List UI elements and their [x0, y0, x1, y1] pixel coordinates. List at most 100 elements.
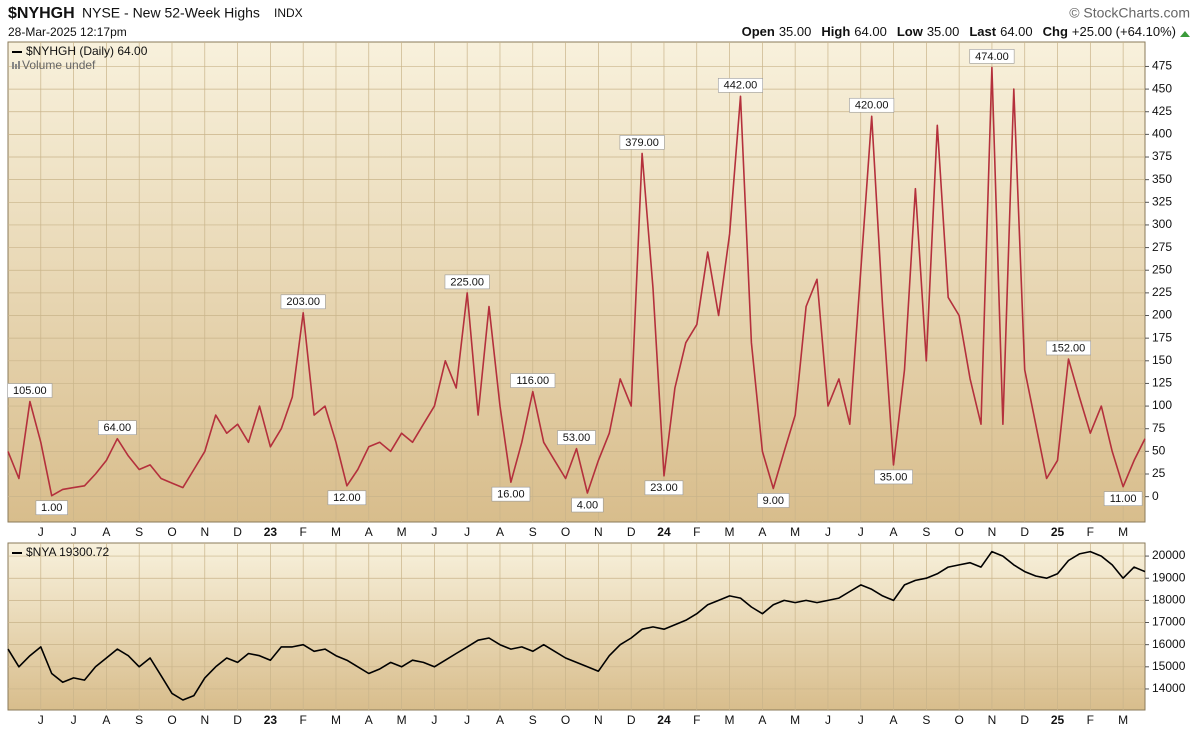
up-arrow: [1180, 31, 1190, 37]
y-tick-label: 14000: [1152, 681, 1186, 695]
value-label: 23.00: [650, 482, 678, 494]
x-tick-label: N: [200, 525, 209, 539]
y-tick-label: 100: [1152, 398, 1172, 412]
x-tick-label: M: [397, 713, 407, 727]
x-tick-label: N: [200, 713, 209, 727]
value-label: 379.00: [625, 137, 659, 149]
value-label-box: [7, 383, 53, 398]
x-tick-label: O: [167, 525, 176, 539]
plot-background: [7, 542, 1146, 711]
x-tick-label: S: [922, 525, 930, 539]
x-tick-label: J: [38, 713, 44, 727]
x-tick-label: 24: [657, 713, 671, 727]
y-tick-label: 0: [1152, 489, 1159, 503]
date: 28-Mar-2025 12:17pm: [8, 25, 127, 39]
y-tick-label: 15000: [1152, 659, 1186, 673]
x-tick-label: S: [922, 713, 930, 727]
y-tick-label: 19000: [1152, 570, 1186, 584]
volume-icon: [12, 62, 14, 69]
quote-label: High: [821, 24, 850, 39]
value-label: 225.00: [450, 276, 484, 288]
value-label-box: [849, 97, 895, 113]
x-tick-label: 25: [1051, 525, 1065, 539]
quote-label: Chg: [1043, 24, 1068, 39]
quote-value: 35.00: [927, 24, 960, 39]
x-tick-label: D: [627, 713, 636, 727]
x-tick-label: D: [233, 713, 242, 727]
x-tick-label: M: [725, 525, 735, 539]
quote-label: Last: [969, 24, 996, 39]
x-tick-label: A: [365, 525, 373, 539]
value-label: 64.00: [104, 422, 132, 434]
value-label-box: [557, 430, 596, 445]
kind: INDX: [274, 6, 303, 20]
value-label: 11.00: [1110, 493, 1137, 505]
x-tick-label: F: [1087, 713, 1094, 727]
x-tick-label: J: [825, 525, 831, 539]
x-tick-label: N: [988, 525, 997, 539]
quote-value: 35.00: [779, 24, 812, 39]
y-tick-label: 225: [1152, 285, 1172, 299]
legend-title: $NYHGH (Daily) 64.00: [26, 44, 148, 58]
x-tick-label: S: [135, 713, 143, 727]
value-label: 1.00: [41, 502, 62, 514]
x-tick-label: F: [693, 713, 700, 727]
x-tick-label: A: [758, 525, 766, 539]
y-tick-label: 50: [1152, 444, 1166, 458]
value-label: 474.00: [975, 51, 1009, 63]
x-tick-label: F: [1087, 525, 1094, 539]
x-tick-label: M: [725, 713, 735, 727]
quote-value: 64.00: [854, 24, 887, 39]
x-tick-label: D: [627, 525, 636, 539]
volume-icon: [18, 61, 20, 69]
value-label: 420.00: [855, 100, 889, 112]
value-label: 35.00: [880, 471, 908, 483]
value-label-box: [969, 49, 1015, 64]
x-tick-label: M: [331, 525, 341, 539]
y-tick-label: 425: [1152, 104, 1172, 118]
value-label-box: [757, 493, 790, 508]
x-tick-label: F: [693, 525, 700, 539]
x-tick-label: O: [561, 525, 570, 539]
y-tick-label: 450: [1152, 81, 1172, 95]
x-tick-label: A: [102, 713, 110, 727]
series-line: [7, 550, 1146, 701]
x-tick-label: A: [496, 525, 504, 539]
y-tick-label: 275: [1152, 240, 1172, 254]
value-label-box: [491, 486, 531, 502]
x-tick-label: A: [365, 713, 373, 727]
value-label-box: [644, 480, 684, 496]
x-tick-label: F: [300, 525, 307, 539]
quote-label: Low: [897, 24, 924, 39]
y-tick-label: 25: [1152, 466, 1166, 480]
y-tick-label: 250: [1152, 262, 1172, 276]
x-tick-label: J: [38, 525, 44, 539]
x-tick-label: N: [988, 713, 997, 727]
value-label: 442.00: [724, 80, 758, 92]
value-label: 4.00: [577, 499, 598, 511]
y-tick-label: 75: [1152, 421, 1166, 435]
x-tick-label: D: [1020, 525, 1029, 539]
quote-label: Open: [742, 24, 775, 39]
x-tick-label: J: [71, 525, 77, 539]
legend-title: $NYA 19300.72: [26, 545, 110, 559]
x-tick-label: J: [431, 713, 437, 727]
x-tick-label: J: [825, 713, 831, 727]
value-label: 16.00: [497, 489, 525, 501]
value-label: 152.00: [1052, 342, 1086, 354]
x-tick-label: M: [1118, 713, 1128, 727]
value-label-box: [444, 274, 490, 290]
value-label: 53.00: [563, 432, 591, 444]
x-tick-label: A: [890, 525, 898, 539]
x-tick-label: 25: [1051, 713, 1065, 727]
x-tick-label: J: [71, 713, 77, 727]
x-tick-label: N: [594, 525, 603, 539]
value-label-box: [874, 469, 913, 485]
value-label-box: [571, 497, 604, 513]
x-tick-label: F: [300, 713, 307, 727]
x-tick-label: O: [954, 713, 963, 727]
x-tick-label: D: [1020, 713, 1029, 727]
y-tick-label: 20000: [1152, 548, 1186, 562]
x-tick-label: M: [1118, 525, 1128, 539]
name: NYSE - New 52-Week Highs: [82, 5, 260, 21]
